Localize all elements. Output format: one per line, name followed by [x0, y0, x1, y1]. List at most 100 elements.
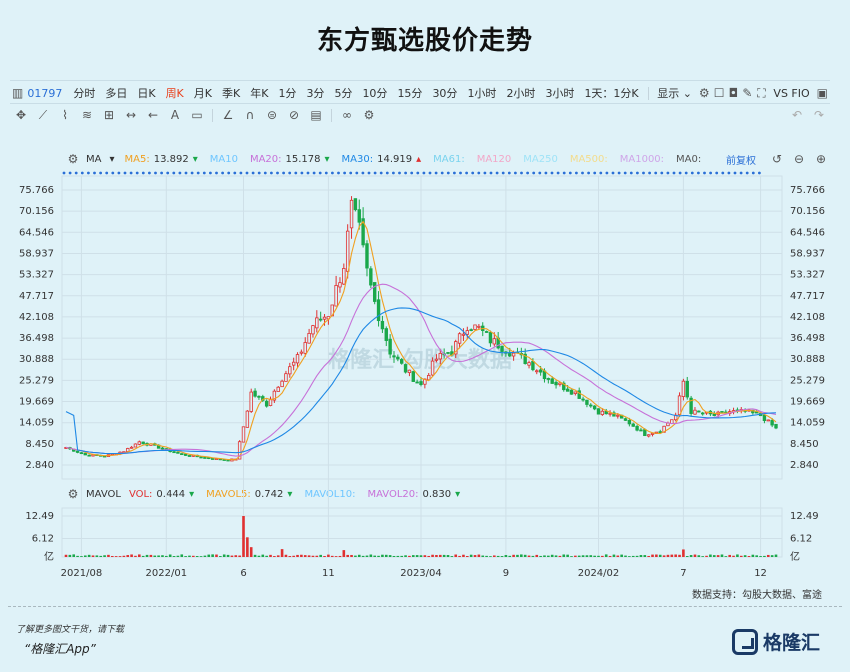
- zigzag-icon[interactable]: ≋: [81, 108, 93, 122]
- period-tab[interactable]: 周K: [165, 87, 184, 100]
- period-tab[interactable]: 3分: [306, 87, 325, 100]
- volume-tick-label-left: 亿: [44, 550, 54, 563]
- hide-icon[interactable]: ⊘: [288, 108, 300, 122]
- legend-item[interactable]: MA20: 15.178 ▾: [250, 154, 330, 165]
- marker-dot: [99, 171, 102, 175]
- price-tick-label-left: 14.059: [19, 418, 54, 429]
- legend-item[interactable]: MA1000:: [620, 154, 664, 165]
- settings-icon[interactable]: ⚙: [698, 86, 710, 100]
- candle-body: [511, 352, 516, 357]
- candle-body: [473, 324, 477, 330]
- period-tab[interactable]: 年K: [250, 87, 269, 100]
- period-tab[interactable]: 2小时: [506, 87, 536, 100]
- page-title: 东方甄选股价走势: [316, 26, 533, 56]
- period-tab[interactable]: 日K: [137, 87, 156, 100]
- comment-icon[interactable]: ▭: [191, 108, 203, 122]
- volume-bar: [253, 554, 257, 557]
- period-tab[interactable]: 30分: [432, 87, 458, 100]
- candle-body: [322, 316, 327, 320]
- period-tab[interactable]: 1分: [278, 87, 297, 100]
- period-tab[interactable]: 1小时: [467, 87, 497, 100]
- settings-icon[interactable]: ⚙: [67, 152, 79, 166]
- period-tab[interactable]: 多日: [105, 87, 128, 100]
- panel-toggle-icon[interactable]: ▣: [816, 86, 828, 100]
- stock-chart[interactable]: 75.766 75.766 70.156 70.156 64.546 64.546 58.9…: [0, 168, 850, 578]
- period-tab[interactable]: 月K: [193, 87, 212, 100]
- marker-dot: [398, 171, 401, 175]
- period-tab[interactable]: 10分: [362, 87, 388, 100]
- zoom-out-icon[interactable]: ⊖: [793, 152, 805, 166]
- candle-body: [276, 386, 280, 392]
- volume-bar: [739, 555, 743, 557]
- volume-bar: [303, 555, 307, 557]
- stock-code[interactable]: 01797: [27, 86, 63, 100]
- volume-bar: [419, 555, 423, 557]
- volume-bar: [357, 554, 361, 557]
- marker-dot: [629, 171, 633, 175]
- candle-body: [434, 358, 439, 361]
- sidebar-toggle-icon[interactable]: ▥: [12, 86, 24, 100]
- fullscreen-icon[interactable]: ⛶: [757, 85, 766, 100]
- vol-indicator-name[interactable]: MAVOL: [86, 488, 121, 500]
- arrow-icon[interactable]: ←: [147, 108, 159, 122]
- legend-label: MA61:: [433, 153, 465, 165]
- range-icon[interactable]: ↔: [125, 108, 137, 122]
- ma30-line: [65, 307, 777, 455]
- candle-body: [720, 411, 724, 413]
- settings-icon[interactable]: ⚙: [67, 487, 79, 501]
- text-tool-icon[interactable]: A: [170, 108, 180, 122]
- drawing-settings-icon[interactable]: ⚙: [363, 108, 375, 122]
- link-icon[interactable]: ∞: [342, 108, 352, 122]
- volume-bar: [392, 555, 396, 557]
- period-tab[interactable]: 5分: [334, 87, 353, 100]
- legend-item[interactable]: MAVOL20: 0.830 ▾: [367, 489, 460, 500]
- chevron-down-icon[interactable]: ▾: [109, 153, 115, 165]
- undo-icon[interactable]: ↶: [791, 108, 803, 122]
- redo-icon[interactable]: ↷: [813, 108, 825, 122]
- reset-icon[interactable]: ↺: [771, 152, 783, 166]
- crosshair-icon[interactable]: ✥: [15, 108, 27, 122]
- marker-dot: [184, 171, 188, 175]
- volume-bar: [612, 554, 616, 557]
- legend-item[interactable]: MA120: [477, 154, 512, 165]
- legend-item[interactable]: MAVOL5: 0.742 ▾: [206, 489, 292, 500]
- candle-body: [303, 342, 307, 354]
- legend-item[interactable]: VOL: 0.444 ▾: [129, 489, 194, 500]
- period-tab[interactable]: 季K: [222, 87, 241, 100]
- legend-item[interactable]: MA250: [523, 154, 558, 165]
- trendline-icon[interactable]: ⟋: [38, 107, 48, 122]
- angle-icon[interactable]: ∠: [222, 108, 234, 122]
- legend-item[interactable]: MA5: 13.892 ▾: [125, 154, 198, 165]
- volume-bar: [720, 554, 724, 557]
- ma-indicator-name[interactable]: MA: [86, 153, 102, 165]
- marker-dot: [544, 171, 548, 175]
- fib-icon[interactable]: ⊞: [103, 108, 115, 122]
- period-tab[interactable]: 15分: [397, 87, 423, 100]
- chart-right-tools: 前复权 ↺ ⊖ ⊕: [726, 150, 832, 168]
- compare-button[interactable]: VS FIO: [773, 86, 810, 100]
- legend-item[interactable]: MA500:: [570, 154, 608, 165]
- volume-bar: [496, 555, 500, 557]
- legend-item[interactable]: MAVOL10:: [304, 489, 355, 500]
- zoom-in-icon[interactable]: ⊕: [815, 152, 827, 166]
- magnet-icon[interactable]: ∩: [245, 108, 255, 122]
- legend-item[interactable]: MA61:: [433, 154, 465, 165]
- trash-icon[interactable]: ▤: [310, 108, 322, 122]
- marker-dot: [440, 171, 444, 175]
- legend-item[interactable]: MA30: 14.919 ▴: [342, 154, 422, 165]
- adjust-button[interactable]: 前复权: [726, 155, 756, 167]
- marker-dot: [245, 171, 249, 175]
- display-menu[interactable]: 显示 ⌄: [657, 87, 692, 100]
- camera-icon[interactable]: ◘: [728, 86, 739, 100]
- pen-icon[interactable]: ✎: [742, 86, 753, 100]
- legend-item[interactable]: MA0:: [676, 154, 701, 165]
- marker-dot: [758, 171, 761, 175]
- polyline-icon[interactable]: ⌇: [62, 108, 68, 122]
- period-tab[interactable]: 3小时: [545, 87, 575, 100]
- lock-icon[interactable]: ⊜: [266, 108, 278, 122]
- legend-item[interactable]: MA10: [210, 154, 238, 165]
- period-tab[interactable]: 分时: [73, 87, 96, 100]
- volume-bar: [678, 554, 681, 557]
- color-picker-icon[interactable]: ☐: [713, 86, 725, 100]
- period-tab[interactable]: 1天：1分K: [584, 87, 639, 100]
